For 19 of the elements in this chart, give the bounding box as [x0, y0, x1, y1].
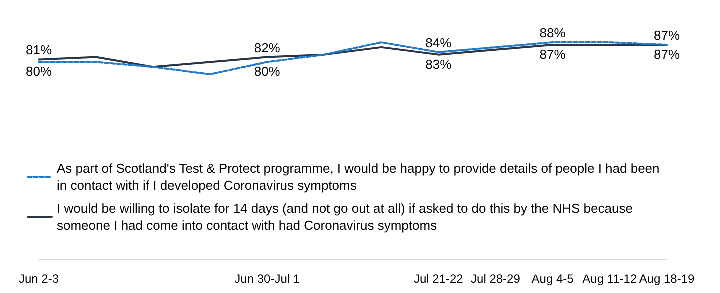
data-label: 83%: [426, 56, 452, 72]
data-label: 87%: [654, 46, 680, 62]
x-tick-label: Aug 11-12: [582, 272, 638, 286]
data-label: 87%: [540, 46, 566, 62]
x-tick-label: Aug 18-19: [639, 272, 696, 286]
x-tick-label: Aug 4-5: [532, 272, 574, 286]
data-label: 80%: [26, 64, 52, 80]
data-label: 84%: [426, 35, 452, 50]
data-label: 80%: [254, 64, 281, 80]
data-label: 81%: [26, 42, 52, 58]
legend-label: As part of Scotland's Test & Protect programme, I would be happy to provide details of people I had been in contact with if I developed Coronavirus symptoms: [57, 161, 664, 193]
data-label: 88%: [540, 26, 566, 41]
data-label: 82%: [254, 40, 281, 56]
x-tick-label: Jun 30-Jul 1: [234, 272, 300, 286]
data-label: 87%: [654, 28, 680, 43]
x-tick-label: Jul 28-29: [471, 272, 521, 286]
x-tick-label: Jul 21-22: [414, 272, 464, 286]
legend-label: I would be willing to isolate for 14 days (and not go out at all) if asked to do this by the NHS because someone I had come into contact with had Coronavirus symptoms: [57, 201, 637, 233]
x-tick-label: Jun 2-3: [18, 272, 60, 286]
